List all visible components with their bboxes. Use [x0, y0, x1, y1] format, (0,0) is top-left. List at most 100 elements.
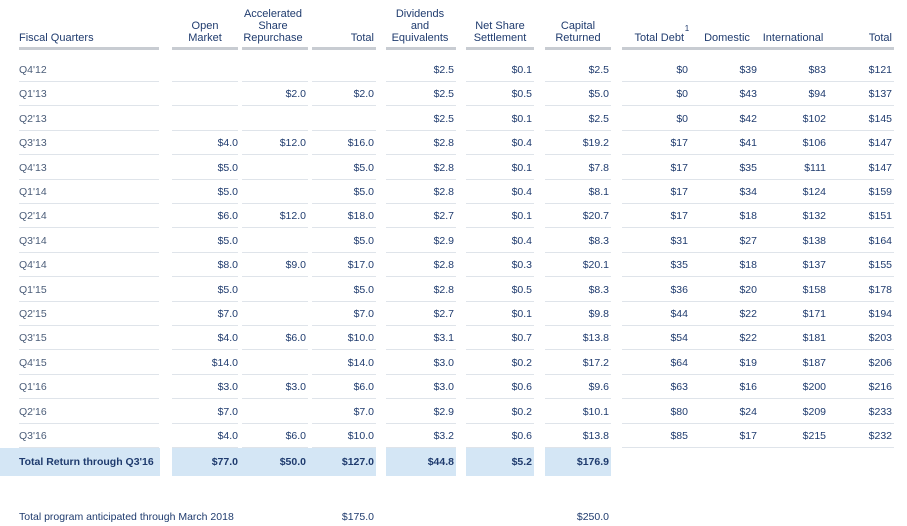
- row-separator: [386, 447, 456, 448]
- cell-capital-returned: $20.7: [582, 210, 609, 223]
- row-separator: [242, 251, 308, 253]
- footer-row-label: Total program anticipated through March …: [19, 511, 234, 523]
- cell-dividends: $2.5: [433, 88, 454, 101]
- cell-international: $171: [802, 308, 826, 320]
- cell-international: $181: [802, 332, 826, 345]
- row-separator: [545, 276, 611, 278]
- table-row: Q3'16 $4.0 $6.0 $10.0 $3.2 $0.6 $13.8 $85 $17 $21…: [0, 424, 907, 448]
- row-separator: [312, 251, 376, 253]
- cell-total-cash: $137: [868, 88, 892, 101]
- cell-accelerated: $6.0: [285, 430, 306, 442]
- cell-domestic: $42: [739, 112, 757, 125]
- row-separator: [622, 422, 894, 424]
- table-row: Q2'16 $7.0 $7.0 $2.9 $0.2 $10.1 $80 $24 $209 $233: [0, 400, 907, 424]
- cell-open-market: $5.0: [217, 234, 238, 247]
- row-separator: [242, 398, 308, 400]
- cell-dividends: $2.9: [433, 405, 454, 418]
- cell-dividends: $2.8: [433, 161, 454, 174]
- cell-total: $7.0: [353, 405, 374, 418]
- cell-total-debt: $80: [670, 405, 688, 418]
- row-separator: [386, 325, 456, 326]
- row-separator: [312, 422, 376, 424]
- cell-total: $5.0: [353, 234, 374, 247]
- row-separator: [466, 203, 534, 204]
- cell-net-share: $0.4: [511, 137, 532, 150]
- cell-total-debt: $0: [676, 88, 688, 101]
- cell-domestic: $22: [739, 308, 757, 320]
- row-separator: [172, 203, 238, 204]
- cell-open-market: $4.0: [217, 430, 238, 442]
- row-separator: [622, 203, 894, 204]
- row-separator: [172, 325, 238, 326]
- cell-total: $2.0: [353, 88, 374, 101]
- row-separator: [312, 447, 376, 448]
- cell-capital-returned: $8.1: [588, 186, 609, 198]
- cell-net-share: $0.1: [511, 64, 532, 76]
- total-row-capital-returned: $176.9: [576, 456, 609, 468]
- row-separator: [242, 373, 308, 375]
- header-rule: [386, 47, 456, 50]
- cell-domestic: $18: [739, 210, 757, 223]
- row-separator: [386, 398, 456, 400]
- row-separator: [242, 203, 308, 204]
- cell-open-market: $4.0: [217, 137, 238, 150]
- cell-capital-returned: $8.3: [588, 234, 609, 247]
- row-separator: [312, 105, 376, 107]
- table-row: Q2'14 $6.0 $12.0 $18.0 $2.7 $0.1 $20.7 $17 $18 $1…: [0, 204, 907, 229]
- cell-total-cash: $233: [868, 405, 892, 418]
- total-row-dividends: $44.8: [427, 456, 454, 468]
- cell-domestic: $16: [739, 381, 757, 394]
- cell-total-cash: $216: [868, 381, 892, 394]
- row-separator: [466, 398, 534, 400]
- row-separator: [312, 276, 376, 278]
- table-row: Q4'14 $8.0 $9.0 $17.0 $2.8 $0.3 $20.1 $35 $18 $13…: [0, 253, 907, 278]
- table-row: Q1'14 $5.0 $5.0 $2.8 $0.4 $8.1 $17 $34 $124 $159: [0, 180, 907, 204]
- row-separator: [386, 203, 456, 204]
- row-separator: [242, 422, 308, 424]
- header-international: International: [762, 32, 824, 44]
- row-separator: [386, 81, 456, 82]
- cell-domestic: $22: [739, 332, 757, 345]
- cell-total-debt: $17: [670, 137, 688, 150]
- cell-dividends: $2.7: [433, 210, 454, 223]
- row-separator: [242, 105, 308, 107]
- cell-net-share: $0.5: [511, 88, 532, 101]
- cell-quarter: Q4'12: [19, 64, 47, 76]
- cell-net-share: $0.4: [511, 234, 532, 247]
- row-separator: [466, 81, 534, 82]
- cell-net-share: $0.5: [511, 283, 532, 296]
- cell-international: $215: [802, 430, 826, 442]
- cell-accelerated: $6.0: [285, 332, 306, 345]
- cell-total-cash: $194: [868, 308, 892, 320]
- row-separator: [312, 373, 376, 375]
- row-separator: [386, 154, 456, 156]
- cell-quarter: Q3'14: [19, 234, 47, 247]
- row-separator: [545, 349, 611, 351]
- header-rule: [622, 47, 894, 50]
- header-open-market: Open Market: [188, 20, 222, 44]
- cell-net-share: $0.7: [511, 332, 532, 345]
- row-separator: [545, 300, 611, 302]
- row-separator: [242, 81, 308, 82]
- cell-net-share: $0.1: [511, 308, 532, 320]
- cell-total-cash: $145: [868, 112, 892, 125]
- row-separator: [386, 300, 456, 302]
- row-separator: [466, 154, 534, 156]
- header-rule: [172, 47, 238, 50]
- row-separator: [386, 251, 456, 253]
- row-separator: [172, 81, 238, 82]
- total-row-highlight: [0, 448, 160, 476]
- cell-capital-returned: $2.5: [588, 64, 609, 76]
- cell-total: $10.0: [347, 332, 374, 345]
- total-row-highlight: [386, 448, 456, 476]
- cell-dividends: $2.8: [433, 137, 454, 150]
- cell-domestic: $43: [739, 88, 757, 101]
- row-separator: [19, 81, 159, 82]
- cell-international: $158: [802, 283, 826, 296]
- row-separator: [466, 227, 534, 229]
- header-net-share-settlement: Net Share Settlement: [473, 20, 527, 44]
- cell-total-debt: $63: [670, 381, 688, 394]
- row-separator: [466, 325, 534, 326]
- row-separator: [242, 349, 308, 351]
- row-separator: [312, 154, 376, 156]
